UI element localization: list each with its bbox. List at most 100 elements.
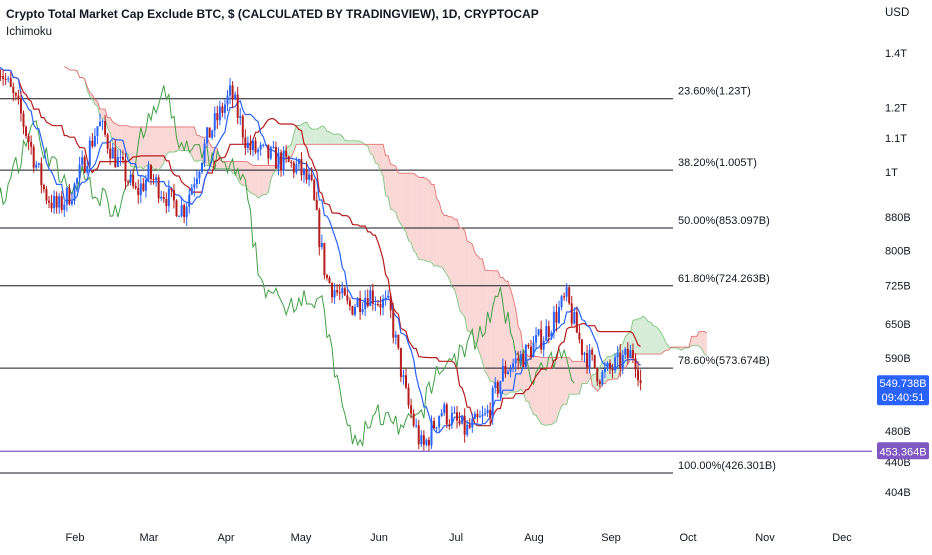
candle [241, 114, 244, 145]
candle [425, 438, 428, 447]
candle-body [481, 414, 484, 417]
candle [601, 369, 604, 387]
candle-body [218, 106, 221, 121]
cloud-segment [403, 173, 406, 233]
candle-body [619, 352, 622, 369]
candle [405, 368, 407, 390]
candle [588, 343, 591, 374]
indicator-label[interactable]: Ichimoku [6, 26, 53, 38]
candle [185, 202, 188, 227]
candle-body [443, 404, 446, 414]
candle [106, 132, 109, 154]
candle-body [522, 353, 525, 367]
candle [433, 417, 436, 430]
candle-body [190, 187, 193, 195]
candle-body [249, 142, 252, 151]
candle [244, 129, 247, 156]
candle-body [81, 157, 84, 165]
cloud-segment [528, 356, 531, 409]
cloud-segment [408, 173, 412, 243]
cloud-segment [439, 202, 442, 267]
candle-body [540, 329, 543, 350]
candle-body [606, 362, 609, 369]
candle-body [150, 165, 152, 180]
cloud-segment [375, 144, 378, 165]
candle [417, 419, 420, 450]
candle [512, 358, 515, 373]
candle [121, 150, 124, 164]
time-axis[interactable]: Feb Mar Apr May Jun Jul Aug Sep Oct Nov Dec [66, 532, 853, 544]
candle [529, 339, 532, 360]
candle [137, 179, 140, 204]
candle-body [496, 382, 499, 394]
candle [0, 69, 2, 81]
candle-body [40, 163, 43, 186]
candle-body [524, 344, 527, 367]
last-price-value: 549.738B [879, 378, 926, 390]
candle-body [310, 174, 313, 180]
candle [206, 126, 209, 148]
candle-body [333, 290, 336, 298]
candle [175, 199, 178, 217]
candle [476, 409, 479, 423]
candle [65, 186, 68, 212]
cloud-segment [551, 357, 554, 425]
candle-body [295, 164, 298, 173]
candle-body [445, 404, 448, 425]
candle [484, 408, 487, 417]
candle-body [519, 353, 522, 361]
cloud-segment [650, 322, 654, 355]
candle-body [139, 183, 142, 195]
candle [124, 153, 127, 190]
cloud-segment [153, 126, 157, 170]
plot-area[interactable]: 23.60%(1.23T) 38.20%(1.005T) 50.00%(853.09… [0, 55, 872, 474]
candle [570, 296, 573, 327]
candle [310, 167, 313, 182]
candle [629, 344, 632, 359]
candle-body [374, 303, 377, 305]
candle-body [282, 151, 285, 171]
candle [152, 174, 155, 185]
candle [325, 273, 328, 281]
fibonacci-levels[interactable]: 23.60%(1.23T) 38.20%(1.005T) 50.00%(853.09… [0, 86, 776, 474]
candle [402, 369, 405, 385]
candle-body [611, 368, 614, 371]
candle-body [405, 375, 407, 388]
candle [619, 344, 622, 377]
candle-body [629, 350, 632, 359]
candle-body [417, 425, 420, 445]
candle-body [216, 113, 219, 121]
candle [359, 290, 362, 320]
candle [389, 292, 392, 319]
cloud-segment [400, 173, 404, 228]
candle [170, 188, 173, 197]
candle-body [290, 161, 293, 163]
currency-label[interactable]: USD [885, 7, 910, 19]
candle-body [93, 136, 96, 147]
candle [639, 369, 642, 391]
candle-body [244, 137, 247, 148]
candle-body [2, 76, 5, 79]
candle [481, 405, 484, 424]
cloud-segment [311, 129, 315, 145]
candle-body [30, 141, 33, 147]
candle-body [99, 121, 101, 127]
candle [127, 179, 130, 187]
cloud-segment [349, 140, 353, 145]
candle-body [165, 199, 168, 207]
candle-body [221, 106, 224, 113]
candle-body [596, 367, 599, 382]
candle [178, 215, 181, 217]
candle-body [142, 183, 145, 191]
candle-body [397, 334, 400, 348]
candle-body [83, 157, 86, 173]
candle [280, 149, 283, 177]
candle-body [48, 200, 50, 203]
price-axis[interactable]: 1.4T 1.2T 1.1T 1T 880B 800B 725B 650B 590B 480B 44… [885, 48, 911, 499]
candle-body [341, 288, 344, 294]
candle [78, 156, 81, 187]
candle-body [65, 187, 68, 205]
candle-body [292, 162, 295, 173]
